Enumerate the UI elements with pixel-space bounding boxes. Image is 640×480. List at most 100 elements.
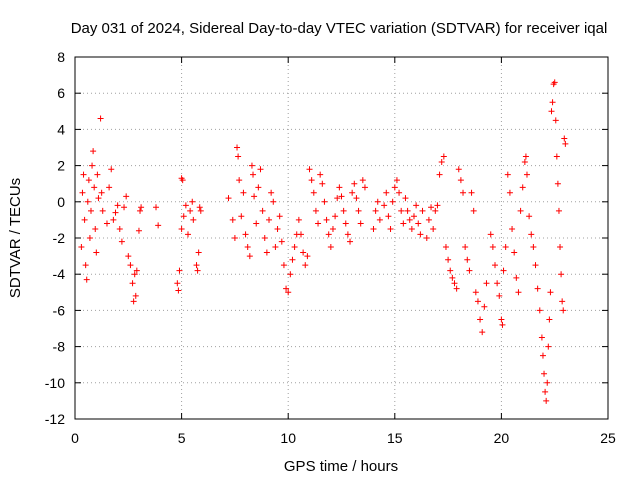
x-axis-title: GPS time / hours: [284, 458, 398, 475]
data-point: [272, 244, 279, 251]
data-point: [179, 177, 186, 184]
data-point: [453, 285, 460, 292]
data-point: [357, 220, 364, 227]
data-point: [457, 177, 464, 184]
data-point: [182, 202, 189, 209]
data-point: [79, 189, 86, 196]
data-point: [287, 271, 294, 278]
data-point: [554, 180, 561, 187]
y-tick-label: -6: [53, 302, 66, 318]
data-point: [387, 225, 394, 232]
data-point: [519, 184, 526, 191]
data-point: [276, 213, 283, 220]
data-point: [347, 238, 354, 245]
data-point: [498, 316, 505, 323]
data-point: [196, 204, 203, 211]
y-tick-label: 4: [57, 121, 65, 137]
data-point: [349, 189, 356, 196]
data-point: [131, 271, 138, 278]
grid-layer: [75, 57, 608, 419]
data-point: [251, 193, 258, 200]
data-point: [118, 238, 125, 245]
data-point: [280, 262, 287, 269]
data-point: [376, 216, 383, 223]
data-point: [481, 303, 488, 310]
data-point: [312, 207, 319, 214]
y-tick-labels: -12 -10 -8 -6 -4 -2 0 2 4 6 8: [45, 49, 65, 427]
data-point: [250, 171, 257, 178]
data-point: [133, 267, 140, 274]
x-tick-label: 25: [600, 430, 616, 446]
data-point: [315, 220, 322, 227]
data-point: [130, 298, 137, 305]
data-point: [468, 189, 475, 196]
data-point: [466, 267, 473, 274]
data-point: [99, 207, 106, 214]
data-point: [310, 189, 317, 196]
data-point: [410, 213, 417, 220]
data-point: [317, 171, 324, 178]
data-point: [552, 117, 559, 124]
data-point: [263, 249, 270, 256]
data-point: [285, 289, 292, 296]
data-point: [235, 153, 242, 160]
data-point: [504, 171, 511, 178]
data-point: [289, 256, 296, 263]
data-point: [194, 267, 201, 274]
data-point: [432, 207, 439, 214]
data-point: [308, 177, 315, 184]
data-point: [522, 153, 529, 160]
data-point: [428, 204, 435, 211]
data-point: [174, 280, 181, 287]
data-point: [549, 99, 556, 106]
data-point: [455, 166, 462, 173]
data-point: [121, 204, 128, 211]
data-point: [557, 244, 564, 251]
data-point: [528, 231, 535, 238]
data-point: [509, 225, 516, 232]
data-point: [334, 195, 341, 202]
data-point: [332, 213, 339, 220]
data-point: [323, 216, 330, 223]
data-point: [153, 204, 160, 211]
data-point: [496, 292, 503, 299]
data-point: [193, 262, 200, 269]
data-point: [80, 171, 87, 178]
x-tick-label: 0: [71, 430, 79, 446]
data-point: [259, 207, 266, 214]
data-point: [499, 321, 506, 328]
data-point: [344, 231, 351, 238]
data-point: [319, 180, 326, 187]
y-tick-label: 6: [57, 85, 65, 101]
data-point: [178, 225, 185, 232]
data-point: [449, 274, 456, 281]
data-point: [355, 207, 362, 214]
data-point: [297, 231, 304, 238]
data-point: [93, 249, 100, 256]
data-point: [396, 189, 403, 196]
data-point: [103, 220, 110, 227]
x-tick-label: 15: [387, 430, 403, 446]
data-point: [180, 213, 187, 220]
data-point: [327, 244, 334, 251]
data-point: [548, 108, 555, 115]
data-point: [246, 253, 253, 260]
data-point: [526, 213, 533, 220]
data-point: [87, 207, 94, 214]
data-point: [460, 189, 467, 196]
data-point: [385, 213, 392, 220]
data-point: [175, 287, 182, 294]
data-point: [81, 216, 88, 223]
data-point: [402, 195, 409, 202]
data-point: [419, 207, 426, 214]
chart-title: Day 031 of 2024, Sidereal Day-to-day VTE…: [71, 20, 608, 37]
data-point: [361, 184, 368, 191]
data-point: [398, 207, 405, 214]
data-point: [425, 216, 432, 223]
data-point: [511, 249, 518, 256]
data-point: [110, 216, 117, 223]
data-point: [92, 225, 99, 232]
data-point: [295, 216, 302, 223]
axis-ticks: [74, 56, 609, 420]
data-point: [462, 244, 469, 251]
